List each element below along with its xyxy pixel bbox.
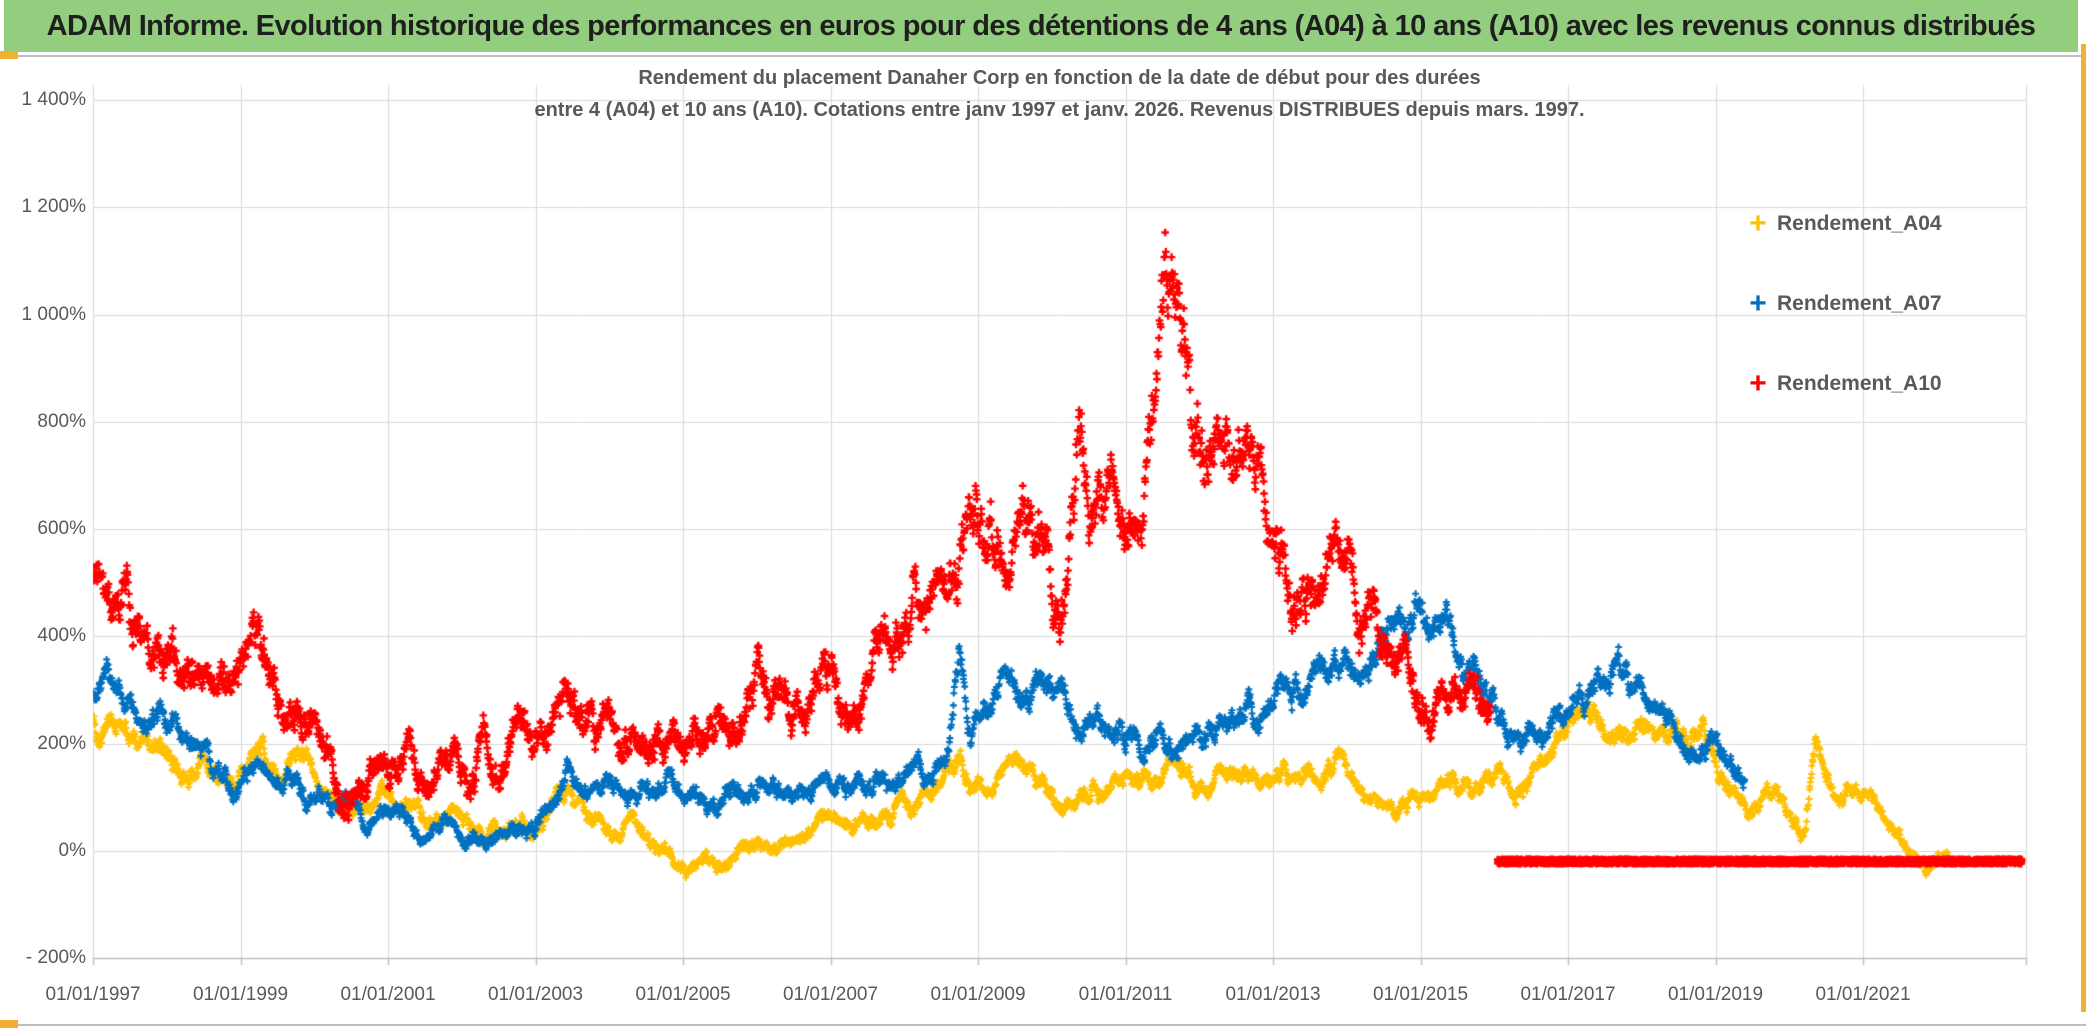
y-tick-label: 1 200%: [21, 196, 86, 218]
x-tick-label: 01/01/2003: [487, 984, 584, 1005]
x-tick-label: 01/01/1997: [45, 984, 141, 1005]
header-bar: ADAM Informe. Evolution historique des p…: [4, 0, 2078, 52]
x-tick-label: 01/01/2007: [782, 984, 879, 1005]
plus-marker-icon: +: [1749, 287, 1767, 320]
x-tick-label: 01/01/2005: [635, 984, 731, 1005]
bottom-divider: [18, 1024, 2086, 1026]
chart-title-line1: Rendement du placement Danaher Corp en f…: [638, 67, 1481, 89]
plus-marker-icon: +: [1749, 367, 1767, 400]
x-tick-label: 01/01/2011: [1078, 984, 1173, 1005]
chart-title: Rendement du placement Danaher Corp en f…: [93, 62, 2026, 126]
y-tick-label: - 200%: [25, 947, 86, 968]
legend-label: Rendement_A04: [1777, 212, 1942, 235]
legend-label: Rendement_A07: [1777, 292, 1942, 315]
x-tick-label: 01/01/2001: [340, 984, 436, 1005]
header-divider: [18, 55, 2086, 57]
y-tick-label: 200%: [37, 732, 86, 754]
x-tick-label: 01/01/2019: [1667, 984, 1764, 1005]
chart-title-line2: entre 4 (A04) et 10 ans (A10). Cotations…: [534, 99, 1585, 121]
y-tick-label: 1 000%: [21, 303, 86, 325]
x-tick-label: 01/01/2009: [930, 984, 1026, 1005]
legend-label: Rendement_A10: [1777, 372, 1942, 395]
gold-corner-top: [0, 51, 18, 59]
x-tick-label: 01/01/2021: [1815, 984, 1911, 1005]
y-tick-label: 400%: [37, 625, 86, 647]
gold-corner-bottom: [0, 1020, 18, 1028]
x-tick-label: 01/01/2015: [1372, 984, 1469, 1005]
y-tick-label: 1 400%: [21, 89, 86, 110]
y-tick-label: 0%: [58, 839, 86, 861]
legend-item-rendement_a04[interactable]: + Rendement_A04: [1745, 207, 1942, 240]
gold-edge-strip: [2081, 44, 2086, 1012]
header-title: ADAM Informe. Evolution historique des p…: [46, 9, 2036, 42]
x-tick-label: 01/01/1999: [192, 984, 289, 1005]
y-tick-label: 800%: [37, 410, 86, 432]
x-tick-label: 01/01/2013: [1225, 984, 1321, 1005]
plus-marker-icon: +: [1749, 207, 1767, 240]
legend-item-rendement_a07[interactable]: + Rendement_A07: [1745, 287, 1942, 320]
x-tick-label: 01/01/2017: [1520, 984, 1616, 1005]
legend-item-rendement_a10[interactable]: + Rendement_A10: [1745, 367, 1942, 400]
y-tick-label: 600%: [37, 518, 86, 539]
